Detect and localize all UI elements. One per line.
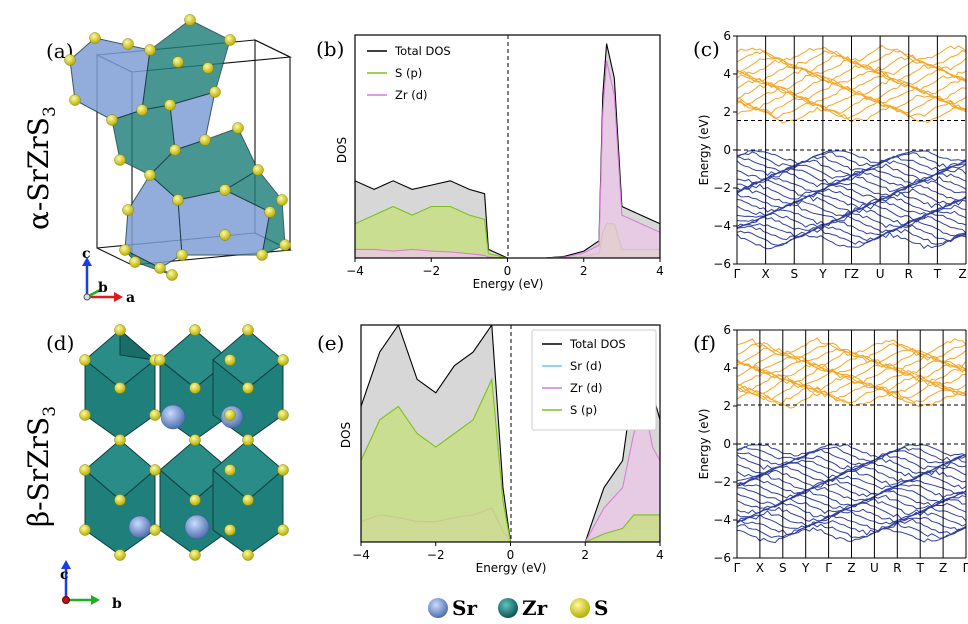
- alpha-crystal-structure: c b a: [64, 14, 293, 306]
- sr-atom-icon: [428, 598, 448, 618]
- dos-series-zr-d-b: [355, 60, 660, 258]
- legend-s: S: [594, 596, 608, 620]
- legend-e-zrd: Zr (d): [570, 381, 603, 395]
- xtick-label-b: −2: [422, 264, 440, 278]
- xlabel-e: Energy (eV): [476, 561, 547, 575]
- alpha-label: α-SrZrS3: [22, 106, 60, 230]
- kpoint-label-f: Z: [939, 561, 947, 575]
- alpha-s-atoms: [64, 14, 291, 281]
- legend-b: Total DOS S (p) Zr (d): [367, 44, 451, 102]
- kpoint-label-f: Γ: [825, 561, 832, 575]
- zr-atom-icon: [498, 598, 518, 618]
- xlabel-b: Energy (eV): [473, 277, 544, 291]
- axis-a-label: a: [126, 290, 135, 306]
- panel-label-b: (b): [316, 37, 344, 61]
- kpoint-label-f: Γ: [963, 561, 968, 575]
- ylabel-f: Energy (eV): [697, 409, 711, 480]
- alpha-polyhedra: [69, 19, 286, 276]
- legend-zr: Zr: [522, 596, 548, 620]
- atom-legend: Sr Zr S: [428, 596, 608, 620]
- kpoint-label-c: S: [790, 267, 798, 281]
- chart-e: −4 −2 0 2 4 Energy (eV) DOS Total DOS Sr (d)…: [339, 324, 664, 575]
- kpoint-label-c: Γ: [734, 267, 741, 281]
- xtick-label-e: −2: [427, 548, 445, 562]
- xtick-label-e: −4: [352, 548, 370, 562]
- kpoint-label-f: Z: [847, 561, 855, 575]
- s-atom-icon: [570, 598, 590, 618]
- ytick-label-c: 6: [723, 29, 731, 43]
- legend-sr: Sr: [452, 596, 477, 620]
- ytick-label-f: −2: [713, 475, 731, 489]
- kpoint-label-c: ΓZ: [844, 267, 859, 281]
- ytick-label-f: 2: [723, 399, 731, 413]
- legend-e-srd: Sr (d): [570, 359, 602, 373]
- legend-b-zrd: Zr (d): [395, 88, 428, 102]
- kpoint-label-c: Y: [818, 267, 827, 281]
- legend-e-total: Total DOS: [569, 337, 626, 351]
- kpoint-label-c: X: [762, 267, 770, 281]
- beta-label: β-SrZrS3: [22, 406, 60, 527]
- ytick-label-f: −6: [713, 551, 731, 565]
- panel-label-d: (d): [46, 331, 74, 355]
- legend-b-sp: S (p): [395, 66, 422, 80]
- xtick-label-e: 2: [581, 548, 589, 562]
- ytick-label-f: 0: [723, 437, 731, 451]
- xtick-label-b: 0: [504, 264, 512, 278]
- dos-series-total-dos-b: [355, 43, 660, 258]
- beta-crystal-structure: c b: [60, 324, 289, 612]
- kpoint-label-f: S: [779, 561, 787, 575]
- axis-c-label: c: [82, 246, 91, 262]
- kpoint-label-c: U: [876, 267, 885, 281]
- beta-sr-atoms: [128, 404, 244, 540]
- kpoint-label-c: ZΓ: [959, 267, 968, 281]
- kpoint-label-f: U: [870, 561, 879, 575]
- xtick-label-e: 4: [656, 548, 664, 562]
- beta-s-atoms: [79, 324, 289, 561]
- beta-octahedra: [84, 328, 284, 556]
- xtick-label-b: 2: [580, 264, 588, 278]
- legend-e: Total DOS Sr (d) Zr (d) S (p): [531, 329, 657, 431]
- axis-b-label-beta: b: [112, 596, 122, 612]
- ylabel-e: DOS: [339, 422, 353, 448]
- kpoint-label-c: T: [933, 267, 942, 281]
- beta-axes-triad: c b: [60, 560, 122, 612]
- kpoint-label-f: Y: [801, 561, 810, 575]
- ytick-label-f: 6: [723, 323, 731, 337]
- alpha-axes-triad: c b a: [82, 246, 135, 306]
- ytick-label-c: −6: [713, 257, 731, 271]
- ytick-label-c: −2: [713, 181, 731, 195]
- ytick-label-c: −4: [713, 219, 731, 233]
- ylabel-c: Energy (eV): [697, 115, 711, 186]
- xtick-label-b: 4: [656, 264, 664, 278]
- ytick-label-c: 2: [723, 105, 731, 119]
- ytick-label-c: 0: [723, 143, 731, 157]
- axis-c-label-beta: c: [60, 567, 69, 583]
- kpoint-label-f: T: [916, 561, 925, 575]
- kpoint-label-f: R: [893, 561, 901, 575]
- legend-b-total: Total DOS: [394, 44, 451, 58]
- kpoint-label-f: X: [756, 561, 764, 575]
- ytick-label-f: −4: [713, 513, 731, 527]
- xtick-label-e: 0: [507, 548, 515, 562]
- chart-b: −4 −2 0 2 4 Energy (eV) DOS Total DOS S (p) …: [335, 34, 664, 291]
- kpoint-label-f: Γ: [734, 561, 741, 575]
- band-structure-c: Γ X S Y ΓZ U R T ZΓ 6 4 2 0 −2 −4 −6 Energy (eV): [697, 29, 968, 281]
- panel-label-e: (e): [317, 331, 344, 355]
- ylabel-b: DOS: [335, 137, 349, 163]
- panel-label-f: (f): [693, 331, 716, 355]
- panel-label-c: (c): [693, 37, 720, 61]
- dos-series-s-p-e: [361, 377, 660, 542]
- axis-b-label: b: [98, 280, 108, 296]
- kpoint-label-c: R: [905, 267, 913, 281]
- ytick-label-c: 4: [723, 67, 731, 81]
- legend-e-sp: S (p): [570, 403, 597, 417]
- ytick-label-f: 4: [723, 361, 731, 375]
- xtick-label-b: −4: [346, 264, 364, 278]
